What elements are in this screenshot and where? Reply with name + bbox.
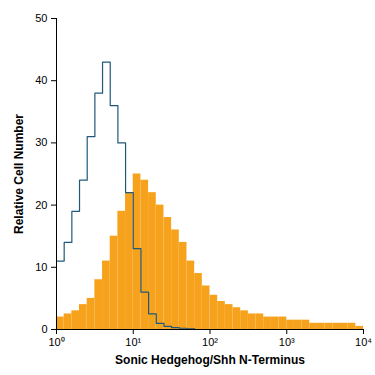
svg-text:0: 0 (41, 323, 47, 335)
svg-text:10: 10 (35, 261, 47, 273)
svg-text:10²: 10² (202, 336, 218, 348)
svg-text:10³: 10³ (279, 336, 295, 348)
svg-text:Relative Cell Number: Relative Cell Number (12, 114, 26, 234)
svg-text:10⁰: 10⁰ (48, 336, 64, 348)
svg-text:10¹: 10¹ (125, 336, 141, 348)
svg-text:50: 50 (35, 12, 47, 24)
svg-text:40: 40 (35, 74, 47, 86)
svg-text:10⁴: 10⁴ (355, 336, 372, 348)
svg-text:20: 20 (35, 199, 47, 211)
svg-text:Sonic Hedgehog/Shh N-Terminus: Sonic Hedgehog/Shh N-Terminus (115, 353, 305, 367)
svg-text:30: 30 (35, 136, 47, 148)
